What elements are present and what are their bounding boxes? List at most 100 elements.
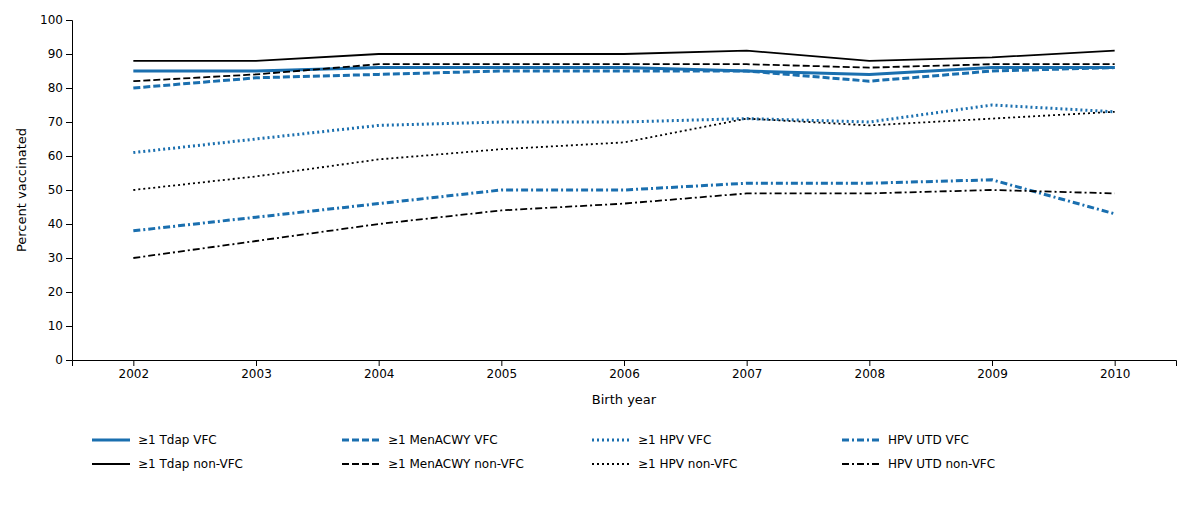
y-tick-mark xyxy=(66,54,72,55)
y-tick-mark xyxy=(66,224,72,225)
series-line xyxy=(133,180,1114,231)
legend-item: ≥1 MenACWY VFC xyxy=(342,433,498,447)
x-tick-label: 2009 xyxy=(977,367,1008,381)
legend-item: ≥1 HPV non-VFC xyxy=(592,457,737,471)
x-tick: 2005 xyxy=(487,360,518,381)
x-tick: 2008 xyxy=(855,360,886,381)
x-tick-mark xyxy=(992,360,993,366)
x-tick-mark xyxy=(256,360,257,366)
x-tick: 2010 xyxy=(1100,360,1131,381)
y-tick-label: 90 xyxy=(48,47,63,61)
series-line xyxy=(133,190,1114,258)
legend-label: ≥1 HPV VFC xyxy=(638,433,711,447)
series-line xyxy=(133,51,1114,61)
y-tick-label: 50 xyxy=(48,183,63,197)
x-tick: 2009 xyxy=(977,360,1008,381)
x-tick-mark xyxy=(624,360,625,366)
y-tick: 40 xyxy=(48,217,72,231)
y-tick: 90 xyxy=(48,47,72,61)
legend-item: HPV UTD VFC xyxy=(842,433,969,447)
y-tick: 10 xyxy=(48,319,72,333)
legend-item: HPV UTD non-VFC xyxy=(842,457,995,471)
x-tick-label: 2007 xyxy=(732,367,763,381)
y-tick-label: 30 xyxy=(48,251,63,265)
legend-swatch xyxy=(342,439,380,442)
x-tick-mark xyxy=(379,360,380,366)
y-tick: 50 xyxy=(48,183,72,197)
legend-label: ≥1 HPV non-VFC xyxy=(638,457,737,471)
y-tick: 100 xyxy=(40,13,72,27)
x-axis: 2002 2003 2004 2005 2006 2007 2008 2009 2010 xyxy=(73,360,1177,381)
y-tick-label: 10 xyxy=(48,319,63,333)
legend-label: HPV UTD non-VFC xyxy=(888,457,995,471)
x-tick-label: 2006 xyxy=(609,367,640,381)
y-axis: 0 10 20 30 40 50 60 70 80 90 100 xyxy=(40,13,72,367)
x-axis-line xyxy=(73,361,1177,367)
y-axis-line xyxy=(66,21,73,361)
x-tick-label: 2004 xyxy=(364,367,395,381)
y-tick-mark xyxy=(66,122,72,123)
y-tick-mark xyxy=(66,360,72,361)
legend-swatch xyxy=(92,439,130,442)
x-tick-label: 2010 xyxy=(1100,367,1131,381)
legend-label: ≥1 Tdap VFC xyxy=(138,433,217,447)
legend-label: ≥1 MenACWY VFC xyxy=(388,433,498,447)
y-tick-mark xyxy=(66,326,72,327)
x-tick-label: 2008 xyxy=(855,367,886,381)
x-tick: 2002 xyxy=(119,360,150,381)
legend-swatch xyxy=(842,439,880,442)
legend-item: ≥1 Tdap non-VFC xyxy=(92,457,243,471)
y-tick-mark xyxy=(66,20,72,21)
y-tick-mark xyxy=(66,88,72,89)
legend-item: ≥1 Tdap VFC xyxy=(92,433,217,447)
y-tick-mark xyxy=(66,292,72,293)
y-tick: 80 xyxy=(48,81,72,95)
chart: 2002200320042005200620072008200920100102… xyxy=(0,0,1200,520)
y-tick-label: 70 xyxy=(48,115,63,129)
y-tick: 30 xyxy=(48,251,72,265)
y-tick-label: 40 xyxy=(48,217,63,231)
y-tick-label: 20 xyxy=(48,285,63,299)
legend-item: ≥1 HPV VFC xyxy=(592,433,711,447)
x-tick-label: 2002 xyxy=(119,367,150,381)
legend-item: ≥1 MenACWY non-VFC xyxy=(342,457,524,471)
series-line xyxy=(133,105,1114,153)
y-tick-mark xyxy=(66,190,72,191)
legend-swatch xyxy=(92,463,130,465)
x-tick: 2006 xyxy=(609,360,640,381)
y-tick-mark xyxy=(66,258,72,259)
y-tick-mark xyxy=(66,156,72,157)
legend-swatch xyxy=(592,439,630,442)
series-line xyxy=(133,112,1114,190)
x-axis-title: Birth year xyxy=(592,392,657,407)
legend-label: ≥1 MenACWY non-VFC xyxy=(388,457,524,471)
legend-swatch xyxy=(342,463,380,465)
x-tick: 2003 xyxy=(241,360,272,381)
x-tick-label: 2005 xyxy=(487,367,518,381)
legend: ≥1 Tdap VFC ≥1 MenACWY VFC ≥1 HPV VFC HPV U… xyxy=(92,433,995,471)
y-tick-label: 80 xyxy=(48,81,63,95)
y-tick: 70 xyxy=(48,115,72,129)
series-line xyxy=(133,68,1114,88)
x-tick-mark xyxy=(501,360,502,366)
x-tick-mark xyxy=(869,360,870,366)
x-tick-mark xyxy=(133,360,134,366)
x-tick-mark xyxy=(747,360,748,366)
y-axis-title: Percent vaccinated xyxy=(14,128,29,252)
y-tick-label: 60 xyxy=(48,149,63,163)
lines xyxy=(133,51,1114,258)
x-tick-mark xyxy=(1115,360,1116,366)
series-line xyxy=(133,64,1114,81)
legend-swatch xyxy=(592,463,630,465)
y-tick: 20 xyxy=(48,285,72,299)
x-tick: 2007 xyxy=(732,360,763,381)
y-tick-label: 0 xyxy=(55,353,63,367)
legend-label: HPV UTD VFC xyxy=(888,433,969,447)
y-tick: 0 xyxy=(55,353,72,367)
y-tick: 60 xyxy=(48,149,72,163)
y-tick-label: 100 xyxy=(40,13,63,27)
x-tick-label: 2003 xyxy=(241,367,272,381)
plot: 2002200320042005200620072008200920100102… xyxy=(40,13,1176,380)
legend-label: ≥1 Tdap non-VFC xyxy=(138,457,243,471)
x-tick: 2004 xyxy=(364,360,395,381)
